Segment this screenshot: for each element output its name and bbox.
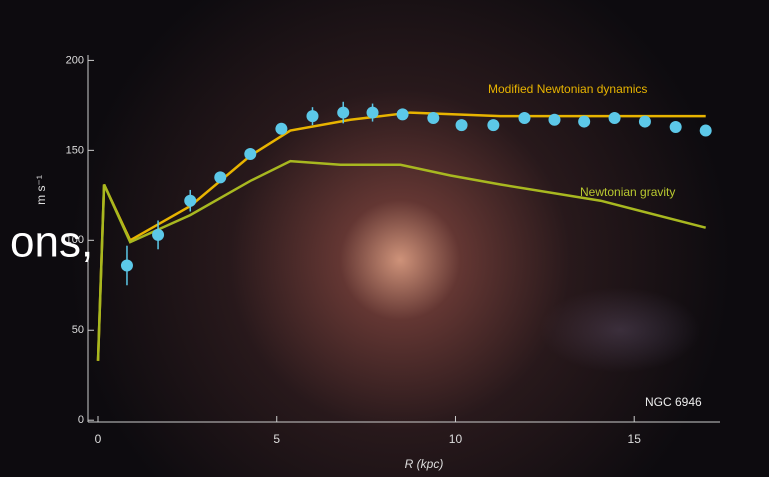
data-point — [397, 108, 409, 120]
x-tick-label: 5 — [273, 432, 280, 446]
data-point — [306, 110, 318, 122]
y-tick-label: 200 — [66, 54, 84, 66]
annotation: NGC 6946 — [645, 395, 702, 409]
data-point — [214, 171, 226, 183]
x-axis-label: R (kpc) — [405, 457, 444, 471]
data-point — [639, 116, 651, 128]
data-point — [152, 229, 164, 241]
y-tick-label: 0 — [78, 414, 84, 426]
y-axis-label: m s⁻¹ — [34, 175, 48, 205]
data-point — [670, 121, 682, 133]
annotation: Newtonian gravity — [580, 185, 675, 199]
data-point — [244, 148, 256, 160]
x-tick-label: 10 — [449, 432, 463, 446]
data-point — [427, 112, 439, 124]
data-point — [578, 116, 590, 128]
data-point — [275, 123, 287, 135]
data-point — [184, 195, 196, 207]
y-tick-label: 50 — [72, 324, 84, 336]
data-point — [548, 114, 560, 126]
data-point — [367, 107, 379, 119]
x-tick-label: 15 — [628, 432, 642, 446]
data-point — [456, 119, 468, 131]
data-point — [487, 119, 499, 131]
data-point — [518, 112, 530, 124]
overlay-text: ons, — [10, 218, 93, 267]
data-point — [609, 112, 621, 124]
annotation: Modified Newtonian dynamics — [488, 82, 647, 96]
data-point — [337, 107, 349, 119]
curve — [98, 113, 706, 361]
y-tick-label: 150 — [66, 144, 84, 156]
chart: R (kpc) m s⁻¹ Modified Newtonian dynamic… — [0, 0, 769, 477]
data-point — [700, 125, 712, 137]
data-point — [121, 259, 133, 271]
x-tick-label: 0 — [95, 432, 102, 446]
